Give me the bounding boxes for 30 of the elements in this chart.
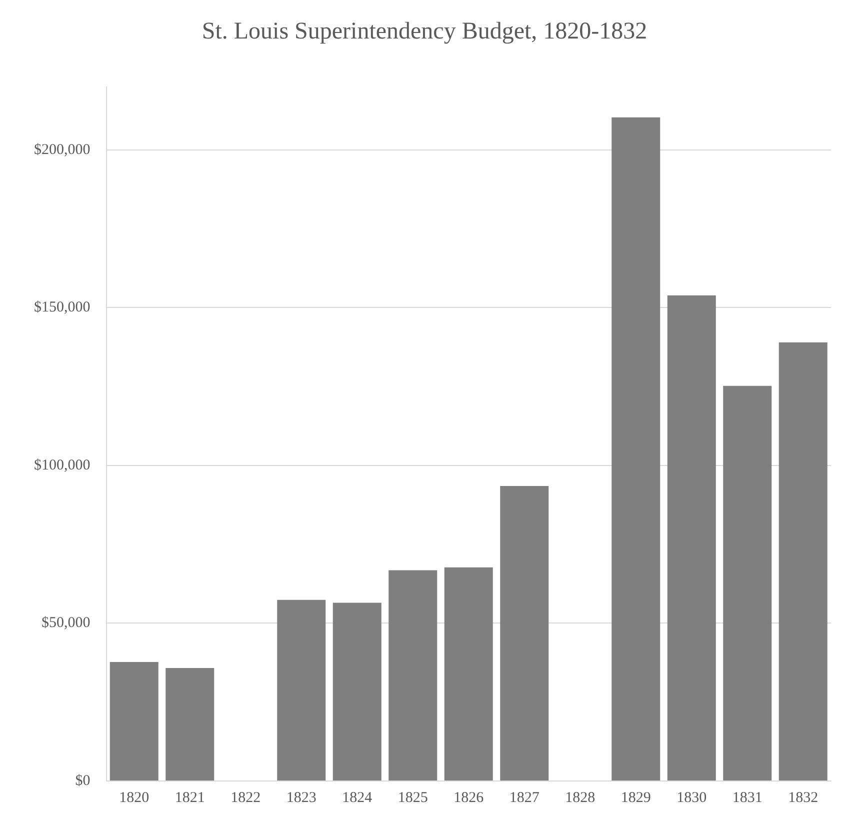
x-tick-label: 1828 [565, 790, 596, 806]
y-tick-label: $200,000 [34, 142, 90, 158]
x-tick-label: 1826 [454, 790, 484, 806]
bar [778, 342, 828, 780]
x-tick-label: 1821 [174, 790, 205, 806]
y-tick-label: $0 [75, 772, 90, 789]
bar [277, 600, 326, 780]
bar [444, 567, 493, 780]
x-tick-label: 1820 [119, 790, 150, 806]
x-tick-label: 1827 [509, 790, 540, 806]
x-tick-label: 1830 [676, 790, 707, 806]
bar [332, 602, 382, 780]
bar [667, 295, 716, 780]
chart-title: St. Louis Superintendency Budget, 1820-1832 [202, 18, 648, 45]
x-tick-label: 1831 [732, 790, 762, 806]
x-tick-label: 1823 [286, 790, 316, 806]
bar [110, 662, 158, 780]
x-tick-label: 1829 [620, 790, 651, 806]
x-tick-label: 1824 [342, 790, 373, 806]
bar [500, 486, 549, 780]
bar [723, 386, 772, 780]
y-tick-label: $150,000 [34, 300, 90, 316]
bar [166, 668, 214, 780]
bar [612, 117, 660, 780]
x-tick-label: 1832 [788, 790, 818, 806]
x-tick-label: 1822 [230, 790, 261, 806]
y-tick-label: $50,000 [42, 615, 90, 632]
y-tick-label: $100,000 [34, 457, 90, 474]
bar [388, 570, 438, 780]
x-tick-label: 1825 [398, 790, 428, 806]
